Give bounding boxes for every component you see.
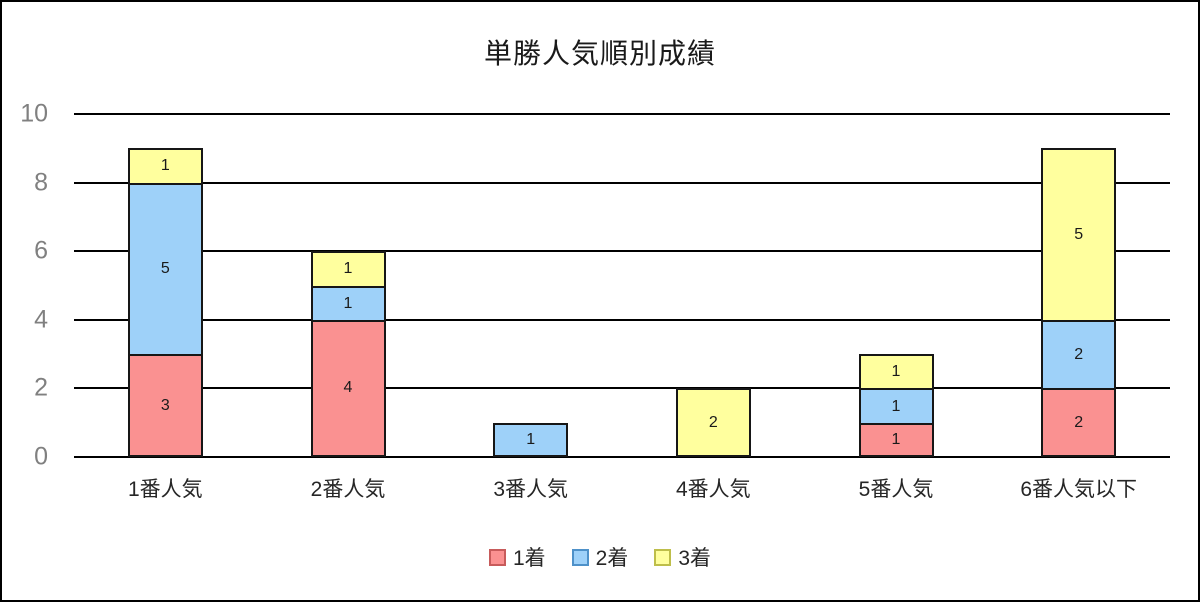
legend-label: 2着 — [595, 547, 629, 570]
y-tick-label: 2 — [34, 373, 48, 402]
bar-segment-1着: 3 — [127, 354, 203, 457]
gridline — [74, 250, 1170, 253]
segment-value-label: 1 — [891, 397, 901, 415]
bar-segment-2着: 2 — [1041, 319, 1117, 391]
bar-column-1: 3 5 1 — [127, 114, 203, 457]
bar-segment-2着: 1 — [493, 422, 569, 457]
y-tick-label: 4 — [34, 305, 48, 334]
bar-segment-2着: 1 — [858, 388, 934, 425]
gridline — [74, 181, 1170, 184]
legend-item-2着: 2着 — [571, 542, 629, 572]
segment-value-label: 2 — [1074, 346, 1084, 364]
bar-segment-3着: 1 — [858, 354, 934, 391]
gridline — [74, 456, 1170, 458]
legend-label: 1着 — [512, 547, 546, 570]
legend: 1着 2着 3着 — [2, 542, 1198, 572]
bar-segment-3着: 5 — [1041, 148, 1117, 322]
gridline — [74, 113, 1170, 115]
plot-area: 3 5 1 4 1 1 1 2 1 1 1 2 2 5 — [74, 113, 1170, 458]
bar-segment-1着: 1 — [858, 422, 934, 457]
segment-value-label: 3 — [160, 396, 170, 414]
x-tick-label: 3番人気 — [493, 478, 569, 501]
legend-label: 3着 — [678, 547, 712, 570]
bar-column-6: 2 2 5 — [1041, 114, 1117, 457]
x-tick-label: 6番人気以下 — [1020, 478, 1138, 501]
chart-title: 単勝人気順別成績 — [483, 38, 716, 69]
y-tick-label: 8 — [34, 168, 48, 197]
x-tick-label: 4番人気 — [676, 478, 751, 501]
segment-value-label: 1 — [343, 294, 353, 312]
x-tick-label: 5番人気 — [858, 478, 934, 501]
segment-value-label: 1 — [891, 363, 901, 381]
segment-value-label: 4 — [343, 379, 353, 397]
segment-value-label: 5 — [1074, 226, 1084, 244]
x-tick-label: 2番人気 — [310, 478, 386, 501]
bar-segment-2着: 1 — [310, 285, 386, 322]
segment-value-label: 1 — [160, 157, 170, 175]
segment-value-label: 2 — [1074, 413, 1084, 431]
y-tick-label: 10 — [20, 99, 48, 128]
legend-item-3着: 3着 — [654, 542, 711, 572]
segment-value-label: 1 — [526, 430, 536, 448]
gridline — [74, 387, 1170, 390]
y-tick-label: 0 — [34, 442, 48, 471]
y-tick-label: 6 — [34, 236, 48, 265]
segment-value-label: 2 — [708, 413, 718, 431]
legend-swatch-icon — [488, 548, 506, 566]
bar-column-2: 4 1 1 — [310, 114, 386, 457]
bar-segment-3着: 1 — [310, 251, 386, 288]
bar-segment-1着: 4 — [310, 319, 386, 457]
bar-segment-3着: 1 — [127, 148, 203, 185]
bar-segment-3着: 2 — [675, 388, 751, 457]
bar-segment-2着: 5 — [127, 182, 203, 357]
bar-column-4: 2 — [675, 114, 751, 457]
x-axis: 1番人気 2番人気 3番人気 4番人気 5番人気 6番人気以下 — [74, 473, 1170, 503]
bar-segment-1着: 2 — [1041, 388, 1117, 457]
legend-item-1着: 1着 — [488, 542, 546, 572]
bar-column-3: 1 — [493, 114, 569, 457]
legend-swatch-icon — [654, 548, 672, 566]
segment-value-label: 1 — [891, 430, 901, 448]
legend-swatch-icon — [571, 548, 589, 566]
bar-column-5: 1 1 1 — [858, 114, 934, 457]
x-tick-label: 1番人気 — [127, 478, 203, 501]
y-axis: 0 2 4 6 8 10 — [2, 101, 62, 469]
segment-value-label: 1 — [343, 260, 353, 278]
segment-value-label: 5 — [160, 260, 170, 278]
gridline — [74, 318, 1170, 321]
